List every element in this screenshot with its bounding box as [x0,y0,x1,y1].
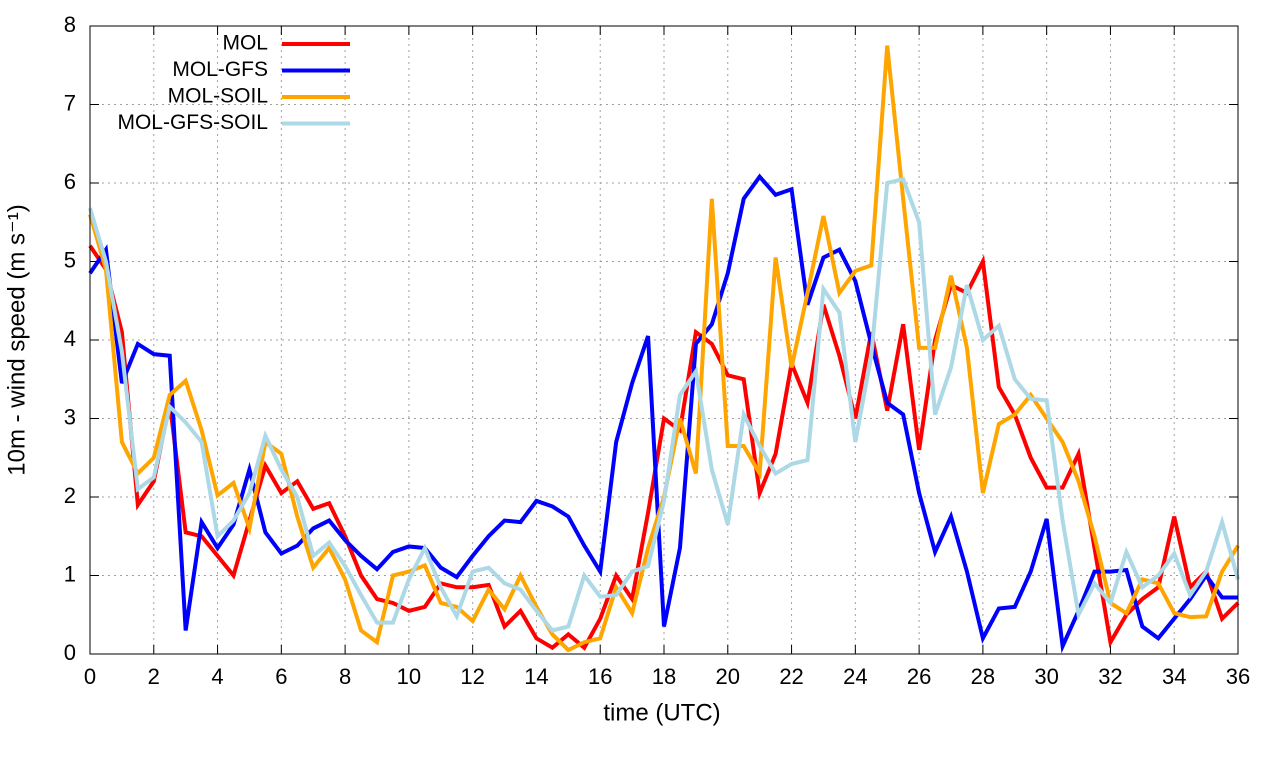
y-tick-label: 6 [64,169,76,194]
legend-label: MOL-GFS-SOIL [117,111,268,134]
legend-label: MOL-SOIL [168,85,268,108]
y-tick-label: 3 [64,404,76,429]
x-tick-label: 24 [843,664,867,689]
x-tick-label: 22 [779,664,803,689]
series-line [88,244,1240,651]
y-tick-label: 8 [64,12,76,37]
y-tick-label: 5 [64,247,76,272]
x-tick-label: 10 [397,664,421,689]
x-tick-label: 18 [652,664,676,689]
x-tick-label: 14 [524,664,548,689]
x-tick-label: 16 [588,664,612,689]
y-axis-label: 10m - wind speed (m s⁻¹) [3,204,30,475]
y-tick-label: 7 [64,90,76,115]
y-tick-label: 2 [64,483,76,508]
plot-frame [89,25,1239,655]
legend-label: MOL [222,32,268,55]
y-tick-label: 1 [64,561,76,586]
series-line [88,176,1240,633]
y-tick-label: 0 [64,640,76,665]
x-tick-label: 30 [1034,664,1058,689]
x-tick-label: 2 [148,664,160,689]
x-tick-label: 12 [460,664,484,689]
x-tick-label: 26 [907,664,931,689]
y-tick-label: 4 [64,326,76,351]
x-tick-label: 36 [1226,664,1250,689]
x-tick-label: 8 [339,664,351,689]
x-tick-label: 20 [716,664,740,689]
x-tick-label: 4 [211,664,223,689]
series-line [88,45,1240,653]
x-tick-label: 34 [1162,664,1186,689]
x-tick-label: 28 [971,664,995,689]
x-tick-label: 32 [1098,664,1122,689]
x-tick-label: 0 [84,664,96,689]
legend-label: MOL-GFS [172,58,268,81]
x-tick-label: 6 [275,664,287,689]
series-line [88,173,1238,654]
x-axis-label: time (UTC) [603,699,720,726]
